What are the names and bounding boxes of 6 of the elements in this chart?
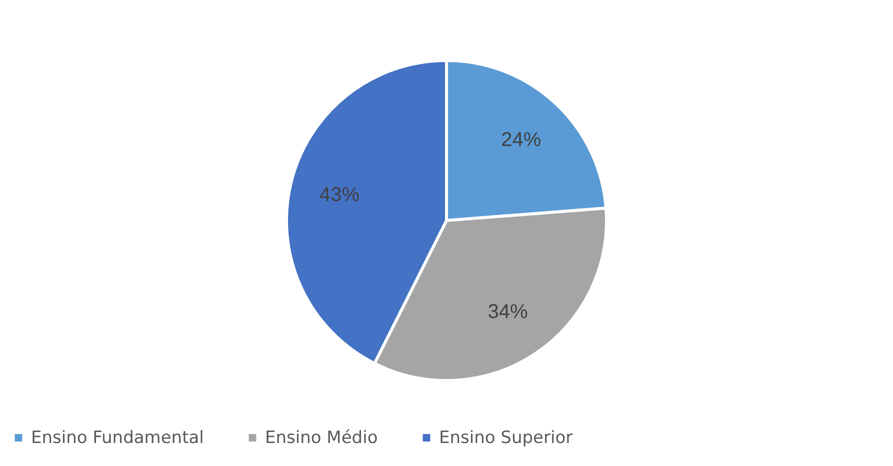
data-label: 34% [488, 300, 528, 323]
legend-label: Ensino Fundamental [31, 428, 204, 448]
data-label: 24% [501, 128, 542, 151]
legend-label: Ensino Médio [265, 428, 378, 448]
data-label: 43% [319, 184, 360, 206]
legend-label: Ensino Superior [439, 428, 573, 448]
